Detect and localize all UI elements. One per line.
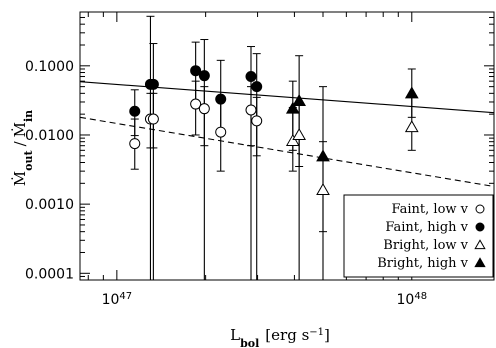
open-circle-marker bbox=[147, 113, 159, 125]
svg-text:Ṁout/Ṁin: Ṁout/Ṁin bbox=[11, 110, 35, 186]
y-axis-label: Ṁout/Ṁin bbox=[11, 110, 35, 186]
y-axis-ticks: 0.1000 0.0100 0.0010 0.0001 bbox=[25, 59, 494, 282]
x-tick-exponent: 48 bbox=[414, 291, 427, 302]
filled-triangle-marker bbox=[285, 101, 300, 114]
filled-circle-marker bbox=[129, 105, 141, 117]
filled-circle-marker bbox=[245, 71, 257, 83]
svg-text:Lbol[erg s−1]: Lbol [erg s−1] bbox=[230, 326, 330, 348]
filled-circle-marker bbox=[198, 70, 210, 82]
legend-label: Faint, high v bbox=[385, 220, 468, 235]
open-circle-marker bbox=[198, 103, 210, 115]
x-axis-label: Lbol [erg s−1] bbox=[230, 326, 330, 348]
open-triangle-marker bbox=[316, 183, 330, 196]
filled-triangle-marker bbox=[474, 257, 486, 268]
legend-label: Bright, low v bbox=[383, 238, 468, 253]
filled-circle-marker bbox=[147, 78, 159, 90]
legend-box bbox=[343, 194, 494, 278]
x-tick-exponent: 47 bbox=[119, 291, 132, 302]
filled-triangle-marker bbox=[292, 93, 306, 106]
x-tick-label: 1048 bbox=[397, 291, 428, 309]
open-circle-marker bbox=[251, 115, 263, 127]
x-tick-label: 1047 bbox=[102, 291, 133, 309]
open-circle-marker bbox=[245, 104, 257, 116]
open-triangle-marker bbox=[404, 120, 419, 133]
filled-triangle-marker bbox=[404, 86, 419, 99]
data-markers bbox=[129, 65, 419, 196]
filled-circle-marker bbox=[215, 93, 227, 105]
filled-circle-marker bbox=[190, 65, 202, 77]
x-tick-mantissa: 10 bbox=[397, 292, 415, 308]
open-triangle-marker bbox=[474, 239, 486, 250]
dashed-fit-line bbox=[79, 116, 495, 188]
open-circle-marker bbox=[129, 138, 141, 150]
filled-triangle-marker bbox=[316, 149, 330, 162]
open-circle-marker bbox=[475, 204, 485, 214]
legend: Faint, low v Faint, high v Bright, low v Br… bbox=[343, 194, 494, 278]
legend-label: Faint, low v bbox=[392, 202, 469, 217]
y-tick-label: 0.1000 bbox=[25, 59, 74, 75]
legend-label: Bright, high v bbox=[377, 256, 468, 271]
y-tick-label: 0.0010 bbox=[25, 197, 74, 213]
open-circle-marker bbox=[190, 98, 202, 110]
open-circle-marker bbox=[215, 126, 227, 138]
y-tick-label: 0.0001 bbox=[25, 266, 74, 282]
open-triangle-marker bbox=[292, 127, 306, 140]
y-tick-label: 0.0100 bbox=[25, 128, 74, 144]
solid-fit-line bbox=[79, 81, 495, 114]
filled-circle-marker bbox=[475, 222, 485, 232]
x-axis-ticks: 1047 1048 bbox=[102, 12, 427, 308]
open-triangle-marker bbox=[285, 133, 300, 146]
x-tick-mantissa: 10 bbox=[102, 292, 120, 308]
filled-circle-marker bbox=[251, 81, 263, 93]
fit-lines bbox=[79, 81, 495, 188]
